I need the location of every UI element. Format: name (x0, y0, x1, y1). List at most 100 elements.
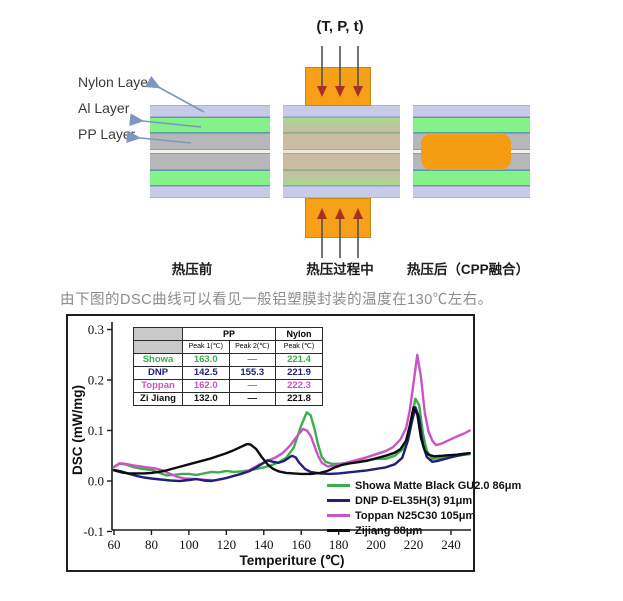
table-sub-header-row: Peak 1(℃) Peak 2(℃) Peak (℃) (133, 340, 323, 354)
table-row: DNP 142.5 155.3 221.9 (133, 366, 323, 380)
y-axis-title: DSC (mW/mg) (70, 385, 85, 475)
x-tick-label: 60 (108, 537, 121, 552)
diagram-arrows (126, 46, 363, 258)
series-line-zi-jiang (112, 406, 471, 476)
layer-band (150, 133, 270, 150)
table-cell: 221.8 (275, 392, 323, 406)
table-cell: 155.3 (228, 366, 276, 380)
y-tick-label: -0.1 (83, 524, 104, 539)
table-cell: — (228, 392, 276, 406)
x-tick-label: 200 (366, 537, 386, 552)
press-arrows-bottom (317, 208, 363, 258)
legend-line-swatch (327, 484, 350, 487)
layer-label-nylon: Nylon Layer (78, 74, 153, 90)
x-tick-label: 100 (179, 537, 199, 552)
table-cell: Toppan (133, 379, 183, 393)
table-cell: — (228, 353, 276, 367)
series-line-showa (112, 397, 471, 477)
table-row: Toppan 162.0—222.3 (133, 379, 323, 393)
table-group-nylon: Nylon (275, 327, 323, 341)
table-group-header-row: PP Nylon (133, 327, 323, 341)
y-tick-label: 0.2 (88, 373, 104, 388)
legend-item: Showa Matte Black GU2.0 86μm (327, 478, 521, 493)
chart-svg: 0.3 0.2 0.1 0.0 -0.1 60 80 100 120 140 160 180 200 22… (70, 322, 471, 568)
layer-band (413, 117, 530, 133)
legend-line-swatch (327, 529, 350, 532)
table-group-pp: PP (182, 327, 276, 341)
table-row: Zi Jiang 132.0—221.8 (133, 392, 323, 406)
table-cell: 222.3 (275, 379, 323, 393)
table-cell: DNP (133, 366, 183, 380)
table-cell: 221.9 (275, 366, 323, 380)
layer-band (283, 153, 400, 170)
legend-item: DNP D-EL35H(3) 91μm (327, 493, 521, 508)
y-tick-label: 0.1 (88, 423, 104, 438)
layer-band (150, 186, 270, 198)
layer-band (150, 117, 270, 133)
layer-band (150, 153, 270, 170)
label-arrow-nylon (145, 75, 205, 113)
layer-label-pp: PP Layer (78, 126, 136, 142)
layer-band (413, 186, 530, 198)
layer-band (283, 133, 400, 150)
legend-line-swatch (327, 514, 350, 517)
x-tick-label: 120 (217, 537, 237, 552)
dsc-chart: 0.3 0.2 0.1 0.0 -0.1 60 80 100 120 140 160 180 200 22… (66, 314, 521, 572)
layer-band (150, 150, 270, 153)
table-header-nylon-peak: Peak (℃) (275, 340, 323, 354)
x-axis-title: Temperiture (℃) (240, 553, 345, 568)
table-cell: 132.0 (182, 392, 230, 406)
x-tick-label: 220 (404, 537, 424, 552)
fused-cpp-blob (421, 133, 511, 170)
layer-band (413, 105, 530, 117)
layer-band (150, 170, 270, 186)
legend-label: DNP D-EL35H(3) 91μm (355, 494, 473, 507)
stage-caption-during: 热压过程中 (306, 262, 374, 277)
table-row: Showa 163.0—221.4 (133, 353, 323, 367)
legend-label: Zijiang 88μm (355, 524, 423, 537)
table-cell: — (228, 379, 276, 393)
layer-band (413, 170, 530, 186)
layer-band (283, 170, 400, 186)
table-header-pp-peak1: Peak 1(℃) (182, 340, 230, 354)
table-cell: 163.0 (182, 353, 230, 367)
table-cell: 221.4 (275, 353, 323, 367)
x-tick-label: 240 (441, 537, 461, 552)
stage-caption-after: 热压后（CPP融合） (406, 262, 530, 277)
table-cell: Showa (133, 353, 183, 367)
layer-band (283, 186, 400, 198)
inset-peak-table: PP Nylon Peak 1(℃) Peak 2(℃) Peak (℃) Sh… (133, 327, 323, 406)
laminate-stack-after (413, 105, 530, 198)
laminate-stack-before (150, 105, 270, 198)
description-text: 由下图的DSC曲线可以看见一般铝塑膜封装的温度在130℃左右。 (60, 292, 493, 308)
table-corner-cell (133, 340, 183, 354)
x-tick-label: 80 (145, 537, 158, 552)
x-tick-label: 180 (329, 537, 349, 552)
table-cell: 162.0 (182, 379, 230, 393)
layer-label-al: Al Layer (78, 100, 130, 116)
table-cell: Zi Jiang (133, 392, 183, 406)
label-arrow-al (129, 113, 202, 128)
y-tick-label: 0.3 (88, 322, 104, 337)
legend-line-swatch (327, 499, 350, 502)
press-arrows-top (317, 46, 363, 97)
table-cell: 142.5 (182, 366, 230, 380)
legend-item: Zijiang 88μm (327, 523, 521, 538)
layer-band (283, 117, 400, 133)
label-arrow-pp (126, 130, 192, 144)
x-tick-label: 160 (291, 537, 311, 552)
table-corner-cell (133, 327, 183, 341)
table-header-pp-peak2: Peak 2(℃) (228, 340, 276, 354)
chart-legend: Showa Matte Black GU2.0 86μm DNP D-EL35H(… (327, 478, 521, 538)
series-line-toppan (112, 353, 471, 482)
press-parameters-label: (T, P, t) (316, 18, 364, 35)
legend-label: Showa Matte Black GU2.0 86μm (355, 479, 522, 492)
x-tick-label: 140 (254, 537, 274, 552)
legend-label: Toppan N25C30 105μm (355, 509, 476, 522)
y-tick-label: 0.0 (88, 474, 104, 489)
legend-item: Toppan N25C30 105μm (327, 508, 521, 523)
stage-caption-before: 热压前 (171, 262, 213, 277)
layer-band (283, 150, 400, 153)
layer-band (150, 105, 270, 117)
